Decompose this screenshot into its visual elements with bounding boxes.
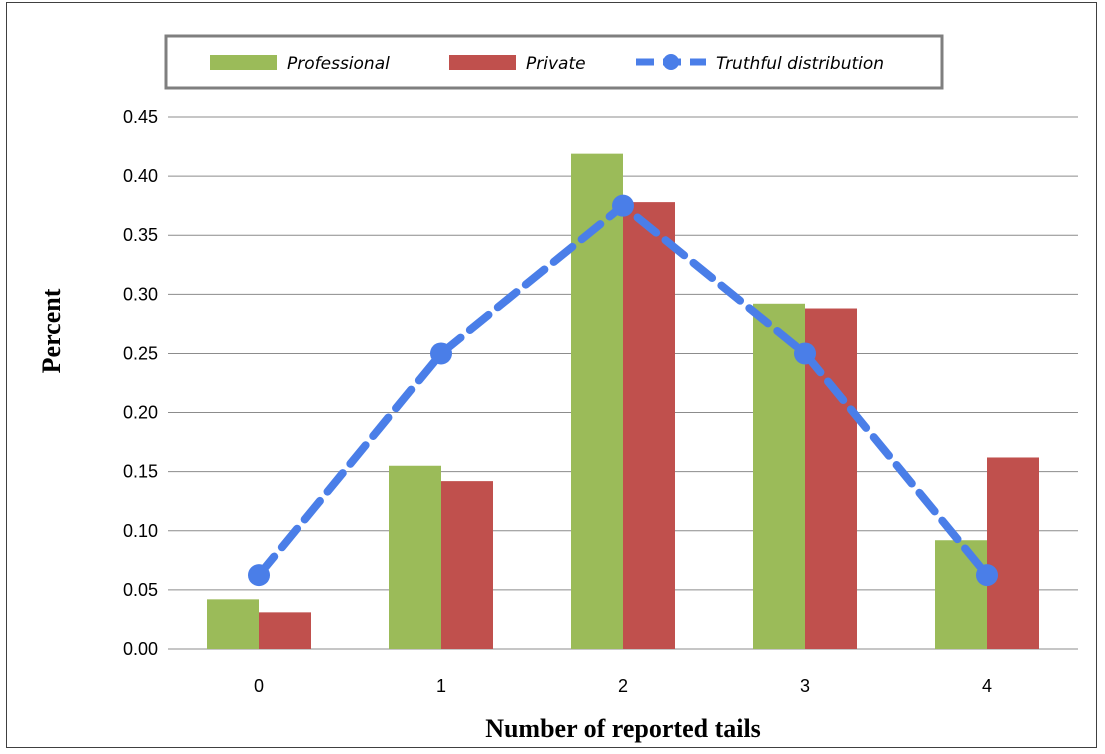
y-tick-label: 0.40 bbox=[123, 166, 158, 186]
truthful-point bbox=[248, 564, 270, 587]
x-tick-label: 2 bbox=[618, 676, 628, 696]
x-tick-label: 4 bbox=[982, 676, 992, 696]
y-tick-label: 0.35 bbox=[123, 225, 158, 245]
legend-box bbox=[164, 34, 944, 90]
bar-private bbox=[987, 457, 1039, 649]
bar-private bbox=[623, 202, 675, 649]
x-tick-labels: 0 1 2 3 4 bbox=[254, 676, 992, 696]
y-axis-title: Percent bbox=[37, 288, 66, 373]
x-axis-title: Number of reported tails bbox=[485, 714, 761, 743]
legend-swatch-professional bbox=[210, 55, 277, 70]
x-tick-label: 0 bbox=[254, 676, 264, 696]
y-tick-label: 0.20 bbox=[123, 403, 158, 423]
legend-label-professional: Professional bbox=[287, 54, 390, 74]
bar-private bbox=[259, 612, 311, 649]
y-tick-label: 0.45 bbox=[123, 107, 158, 127]
truthful-point bbox=[430, 342, 452, 365]
y-tick-label: 0.25 bbox=[123, 343, 158, 363]
chart-frame bbox=[6, 2, 1097, 748]
truthful-point bbox=[612, 194, 634, 217]
bar-professional bbox=[935, 540, 987, 649]
truthful-point bbox=[794, 342, 816, 365]
x-tick-label: 1 bbox=[436, 676, 446, 696]
legend-label-truthful: Truthful distribution bbox=[716, 54, 884, 74]
x-tick-label: 3 bbox=[800, 676, 810, 696]
truthful-point bbox=[976, 564, 998, 587]
bar-private bbox=[441, 481, 493, 649]
y-tick-label: 0.15 bbox=[123, 462, 158, 482]
bar-professional bbox=[753, 303, 805, 649]
y-tick-labels: 0.00 0.05 0.10 0.15 0.20 0.25 0.30 0.35 0.40 0.45 bbox=[123, 107, 158, 659]
bar-professional bbox=[389, 465, 441, 649]
legend: Professional Private Truthful distributi… bbox=[164, 34, 944, 90]
bars bbox=[207, 153, 1039, 649]
y-tick-label: 0.30 bbox=[123, 284, 158, 304]
legend-marker-truthful bbox=[663, 54, 679, 70]
legend-swatch-private bbox=[449, 55, 516, 70]
y-tick-label: 0.10 bbox=[123, 521, 158, 541]
truthful-distribution-line bbox=[248, 194, 998, 587]
bar-professional bbox=[207, 599, 259, 649]
legend-label-private: Private bbox=[526, 54, 586, 74]
y-tick-label: 0.05 bbox=[123, 580, 158, 600]
y-tick-label: 0.00 bbox=[123, 639, 158, 659]
